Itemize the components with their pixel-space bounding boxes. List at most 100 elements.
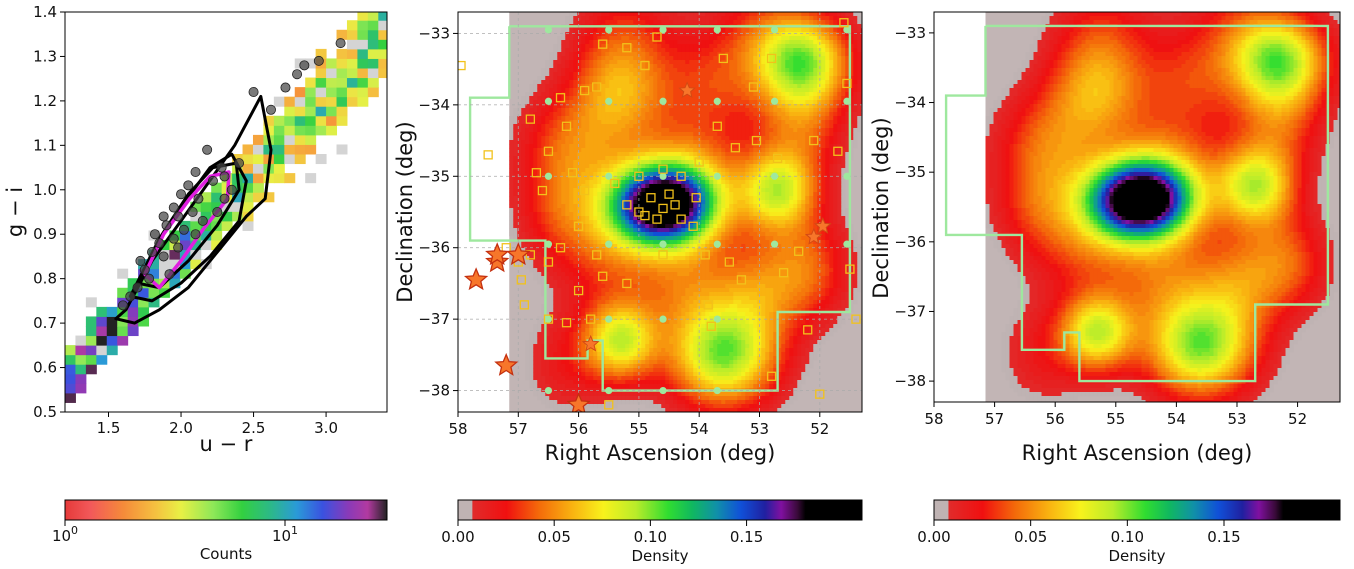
- density-cell: [597, 92, 602, 97]
- density-cell: [637, 368, 642, 373]
- density-cell: [629, 184, 634, 189]
- density-cell: [533, 240, 538, 245]
- density-cell: [649, 220, 654, 225]
- density-cell: [605, 220, 610, 225]
- density-cell: [669, 268, 674, 273]
- density-cell: [593, 196, 598, 201]
- density-cell: [653, 380, 658, 385]
- density-cell: [665, 140, 670, 145]
- density-cell: [565, 144, 570, 149]
- density-cell: [597, 280, 602, 285]
- density-cell: [649, 392, 654, 397]
- density-cell: [649, 20, 654, 25]
- density-cell: [605, 84, 610, 89]
- density-cell: [625, 108, 630, 113]
- density-cell: [625, 296, 630, 301]
- histogram-cell: [127, 306, 139, 317]
- density-cell: [657, 400, 662, 405]
- density-cell: [681, 276, 686, 281]
- density-cell: [609, 144, 614, 149]
- density-cell: [541, 272, 546, 277]
- density-cell: [689, 132, 694, 137]
- density-cell: [657, 92, 662, 97]
- density-cell: [549, 272, 554, 277]
- density-cell: [617, 100, 622, 105]
- density-cell: [601, 60, 606, 65]
- histogram-cell: [346, 96, 358, 107]
- density-cell: [665, 100, 670, 105]
- density-cell: [629, 136, 634, 141]
- density-cell: [665, 136, 670, 141]
- density-cell: [713, 68, 718, 73]
- density-cell: [637, 80, 642, 85]
- density-cell: [565, 240, 570, 245]
- density-cell: [609, 384, 614, 389]
- density-cell: [517, 172, 522, 177]
- density-cell: [641, 292, 646, 297]
- density-cell: [601, 336, 606, 341]
- density-cell: [569, 156, 574, 161]
- histogram-cell: [284, 154, 296, 165]
- density-cell: [549, 296, 554, 301]
- density-cell: [577, 244, 582, 249]
- density-cell: [589, 48, 594, 53]
- density-cell: [581, 344, 586, 349]
- density-cell: [657, 48, 662, 53]
- density-cell: [681, 252, 686, 257]
- density-cell: [625, 248, 630, 253]
- density-cell: [545, 272, 550, 277]
- density-cell: [509, 224, 514, 229]
- density-cell: [573, 156, 578, 161]
- density-cell: [697, 272, 702, 277]
- density-cell: [641, 380, 646, 385]
- density-cell: [529, 128, 534, 133]
- density-cell: [701, 120, 706, 125]
- density-cell: [549, 376, 554, 381]
- density-cell: [517, 144, 522, 149]
- density-cell: [605, 304, 610, 309]
- density-cell: [573, 144, 578, 149]
- density-cell: [677, 28, 682, 33]
- density-cell: [617, 320, 622, 325]
- density-cell: [605, 116, 610, 121]
- density-cell: [609, 96, 614, 101]
- density-cell: [545, 252, 550, 257]
- density-cell: [701, 260, 706, 265]
- density-cell: [601, 72, 606, 77]
- density-cell: [645, 224, 650, 229]
- density-cell: [677, 384, 682, 389]
- density-cell: [713, 272, 718, 277]
- density-cell: [633, 156, 638, 161]
- density-cell: [533, 212, 538, 217]
- density-cell: [529, 364, 534, 369]
- density-cell: [537, 376, 542, 381]
- density-cell: [661, 84, 666, 89]
- density-cell: [701, 192, 706, 197]
- density-cell: [649, 252, 654, 257]
- density-cell: [625, 180, 630, 185]
- density-cell: [553, 48, 558, 53]
- density-cell: [601, 140, 606, 145]
- density-cell: [577, 232, 582, 237]
- density-cell: [693, 376, 698, 381]
- density-cell: [581, 204, 586, 209]
- density-cell: [673, 288, 678, 293]
- density-cell: [609, 84, 614, 89]
- density-cell: [657, 68, 662, 73]
- density-cell: [557, 264, 562, 269]
- density-cell: [561, 48, 566, 53]
- density-cell: [581, 240, 586, 245]
- density-cell: [573, 260, 578, 265]
- density-cell: [549, 152, 554, 157]
- density-cell: [705, 92, 710, 97]
- density-cell: [601, 48, 606, 53]
- density-cell: [601, 152, 606, 157]
- density-cell: [577, 68, 582, 73]
- density-cell: [637, 92, 642, 97]
- density-cell: [621, 336, 626, 341]
- density-cell: [617, 264, 622, 269]
- density-cell: [561, 192, 566, 197]
- density-cell: [521, 116, 526, 121]
- density-cell: [705, 304, 710, 309]
- density-cell: [633, 72, 638, 77]
